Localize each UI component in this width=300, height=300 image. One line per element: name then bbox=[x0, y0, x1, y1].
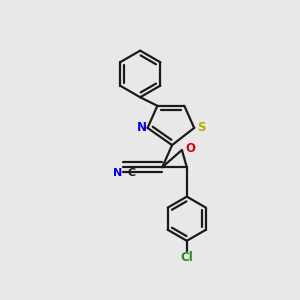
Text: Cl: Cl bbox=[180, 251, 193, 265]
Text: O: O bbox=[185, 142, 196, 155]
Text: S: S bbox=[197, 122, 206, 134]
Text: C: C bbox=[128, 168, 136, 178]
Text: N: N bbox=[136, 122, 146, 134]
Text: N: N bbox=[113, 168, 123, 178]
